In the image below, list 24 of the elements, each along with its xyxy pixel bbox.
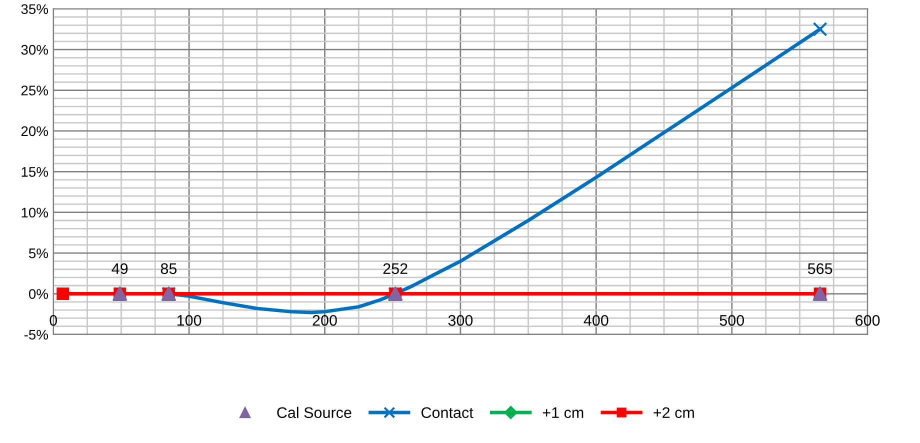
- legend-label: +2 cm: [654, 407, 694, 418]
- y-tick-label: 35%: [21, 4, 48, 14]
- x-tick-label: 600: [856, 315, 880, 326]
- y-tick-label: 5%: [28, 248, 48, 258]
- y-tick-label: 25%: [21, 86, 48, 96]
- annotation: 565: [808, 263, 832, 274]
- annotation: 252: [383, 263, 408, 274]
- x-tick-label: 0: [50, 315, 58, 326]
- legend-label: Cal Source: [277, 406, 352, 418]
- y-tick-label: 20%: [21, 126, 48, 136]
- legend-label: Contact: [422, 407, 474, 418]
- x-tick-label: 500: [720, 315, 744, 326]
- annotation: 49: [112, 263, 128, 274]
- x-tick-label: 400: [584, 315, 608, 326]
- annotation: 85: [160, 263, 177, 274]
- y-tick-label: 0%: [28, 289, 48, 299]
- y-tick-label: 15%: [22, 167, 48, 177]
- x-tick-label: 200: [312, 315, 337, 326]
- y-tick-label: 10%: [22, 208, 48, 218]
- y-tick-label: 30%: [21, 44, 48, 55]
- x-tick-label: 100: [177, 315, 202, 326]
- legend-label: +1 cm: [542, 407, 584, 418]
- x-tick-label: 300: [448, 315, 473, 326]
- y-tick-label: -5%: [24, 330, 48, 340]
